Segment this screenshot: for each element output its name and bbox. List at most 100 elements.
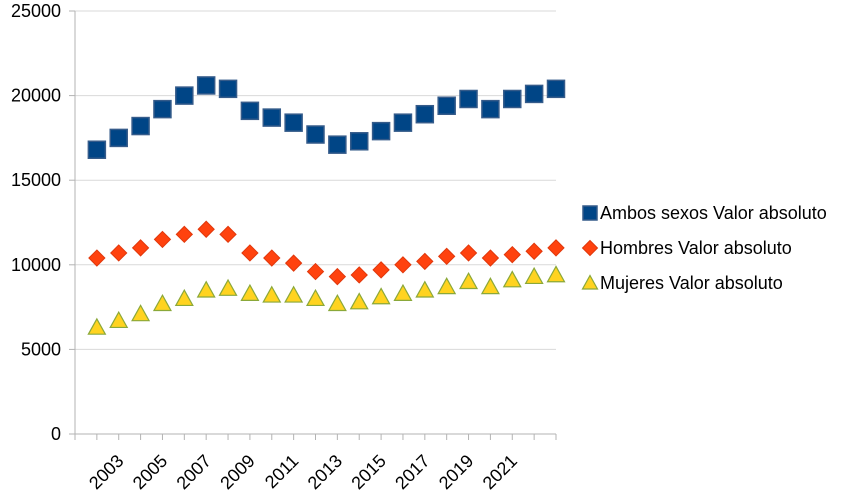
series-1 xyxy=(87,76,566,159)
data-point xyxy=(262,285,282,303)
data-point xyxy=(502,270,522,288)
data-point xyxy=(481,99,500,119)
data-point xyxy=(218,278,238,296)
data-point xyxy=(306,125,325,144)
x-tick-label: 2013 xyxy=(304,451,346,493)
data-point xyxy=(131,304,151,322)
legend-label: Hombres Valor absoluto xyxy=(600,238,792,258)
data-point xyxy=(415,280,435,298)
x-tick-label: 2007 xyxy=(173,451,215,493)
data-point xyxy=(459,244,478,262)
data-point xyxy=(284,285,304,303)
data-point xyxy=(371,287,391,305)
data-point xyxy=(153,230,172,249)
series-2 xyxy=(88,220,565,286)
data-point xyxy=(525,242,543,260)
data-point xyxy=(174,288,194,307)
y-tick-label: 10000 xyxy=(11,255,61,275)
data-point xyxy=(241,244,259,262)
data-point xyxy=(87,317,107,335)
legend-marker-triangle-icon xyxy=(581,274,599,290)
data-point xyxy=(196,280,216,298)
x-tick-label: 2003 xyxy=(85,451,127,493)
data-point xyxy=(175,86,194,105)
x-tick-label: 2011 xyxy=(261,451,303,493)
data-point xyxy=(394,256,412,274)
data-point xyxy=(349,132,369,151)
data-point xyxy=(305,288,326,307)
data-point xyxy=(416,252,434,271)
data-point xyxy=(306,262,325,281)
data-point xyxy=(393,283,413,301)
data-point xyxy=(153,99,172,119)
data-point xyxy=(240,283,260,301)
x-tick-label: 2009 xyxy=(216,451,258,493)
data-point xyxy=(371,121,391,141)
data-point xyxy=(349,292,369,310)
data-point xyxy=(327,293,347,312)
legend-item: Mujeres Valor absoluto xyxy=(581,273,783,293)
data-point xyxy=(131,116,150,136)
data-point xyxy=(503,245,521,264)
data-point xyxy=(109,310,129,329)
data-point xyxy=(219,225,237,244)
data-point xyxy=(284,113,303,132)
legend-marker-square-icon xyxy=(582,205,598,221)
data-point xyxy=(197,220,215,238)
data-point xyxy=(88,249,106,267)
data-point xyxy=(262,108,282,127)
data-point xyxy=(437,247,456,266)
y-tick-label: 20000 xyxy=(11,86,61,106)
x-tick-label: 2005 xyxy=(129,451,171,493)
y-tick-label: 0 xyxy=(51,424,61,444)
legend-item: Hombres Valor absoluto xyxy=(581,238,792,258)
y-tick-label: 15000 xyxy=(11,170,61,190)
gridlines xyxy=(75,10,556,435)
data-point xyxy=(415,104,435,124)
data-point xyxy=(175,225,194,244)
legend: Ambos sexos Valor absoluto Hombres Valor … xyxy=(581,203,827,293)
data-point xyxy=(131,239,150,257)
data-point xyxy=(524,266,544,285)
data-point xyxy=(546,265,566,283)
data-point xyxy=(110,244,128,262)
data-point xyxy=(263,249,281,267)
data-point xyxy=(393,113,413,132)
data-point xyxy=(547,239,565,257)
data-point xyxy=(437,96,456,116)
data-point xyxy=(437,277,457,295)
x-tick-label: 2015 xyxy=(347,451,389,493)
y-tick-label: 5000 xyxy=(21,339,61,359)
y-tick-label: 25000 xyxy=(11,1,61,21)
legend-marker-diamond-icon xyxy=(581,239,599,257)
data-point xyxy=(372,261,390,279)
legend-item: Ambos sexos Valor absoluto xyxy=(582,203,827,223)
x-tick-label: 2021 xyxy=(479,451,521,493)
data-point xyxy=(240,101,260,121)
series-3 xyxy=(87,265,566,335)
data-point xyxy=(284,254,303,272)
data-point xyxy=(481,249,500,267)
x-axis-ticks: 2003 2005 2007 2009 2011 2013 2015 2017 2019 2021 xyxy=(74,434,557,493)
data-point xyxy=(152,293,172,312)
data-point xyxy=(350,266,368,284)
x-tick-label: 2019 xyxy=(435,451,477,493)
data-point xyxy=(328,135,347,154)
data-point xyxy=(480,277,500,295)
data-point xyxy=(218,79,238,99)
data-point xyxy=(459,271,479,290)
data-point xyxy=(328,267,347,286)
data-point xyxy=(109,128,128,148)
axes xyxy=(74,11,556,435)
x-tick-label: 2017 xyxy=(391,451,433,493)
data-point xyxy=(546,79,566,99)
data-point xyxy=(503,89,522,109)
legend-label: Mujeres Valor absoluto xyxy=(600,273,783,293)
legend-label: Ambos sexos Valor absoluto xyxy=(600,203,827,223)
data-point xyxy=(524,84,544,104)
data-point xyxy=(196,76,216,95)
data-point xyxy=(87,140,107,159)
data-point xyxy=(459,89,478,109)
